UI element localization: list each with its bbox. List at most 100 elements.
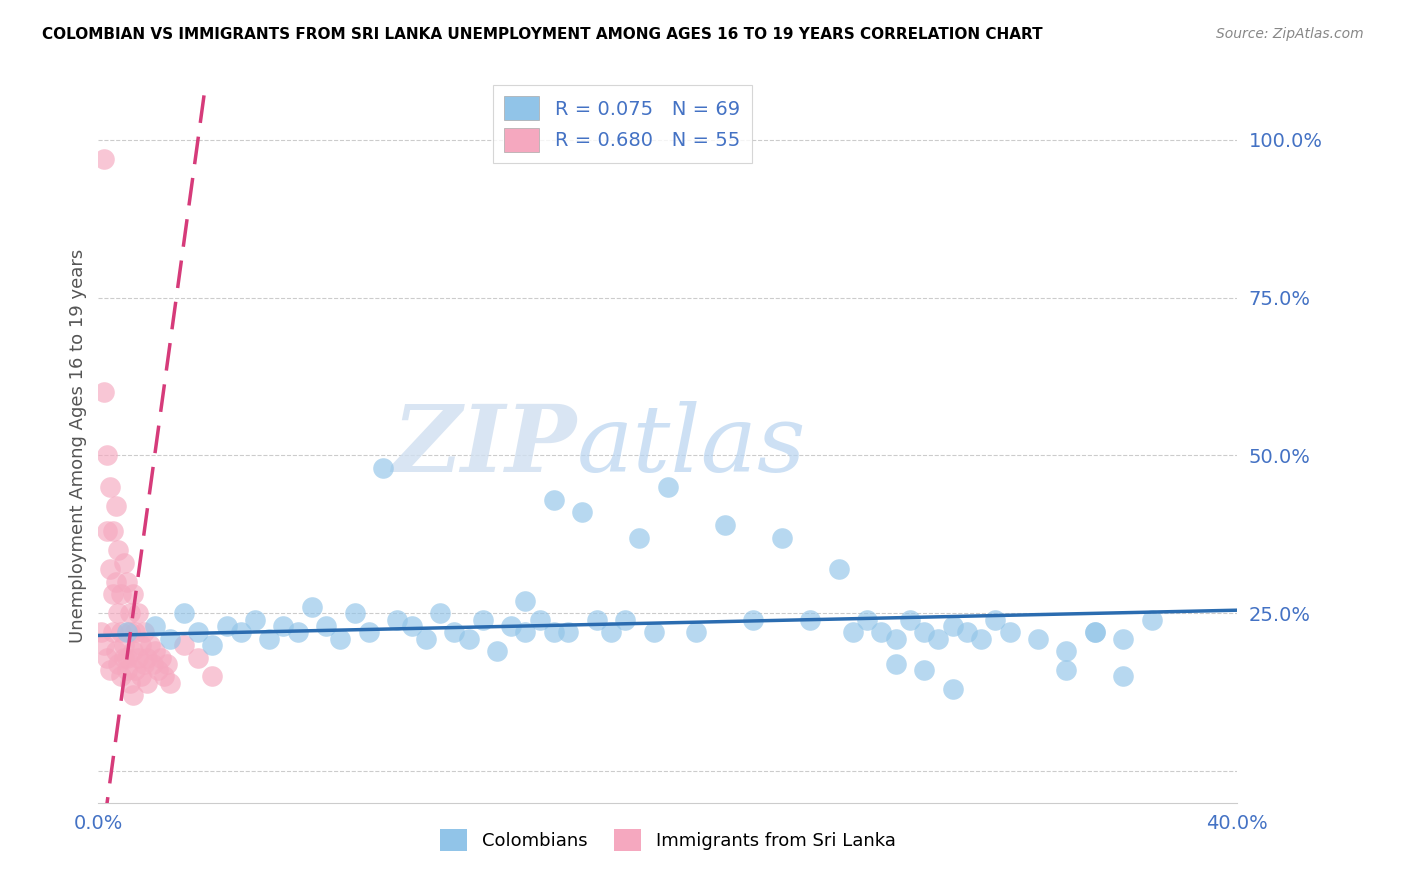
Point	[112, 638, 135, 652]
Point	[90, 625, 112, 640]
Point	[401, 619, 423, 633]
Point	[110, 587, 132, 601]
Point	[93, 638, 115, 652]
Point	[343, 607, 366, 621]
Point	[557, 625, 579, 640]
Point	[93, 152, 115, 166]
Point	[110, 625, 132, 640]
Point	[301, 600, 323, 615]
Point	[942, 682, 965, 697]
Point	[132, 625, 155, 640]
Point	[429, 607, 451, 621]
Point	[501, 619, 523, 633]
Point	[115, 574, 138, 589]
Point	[159, 675, 181, 690]
Point	[98, 480, 121, 494]
Point	[287, 625, 309, 640]
Point	[571, 505, 593, 519]
Point	[828, 562, 851, 576]
Point	[104, 499, 127, 513]
Point	[1056, 644, 1078, 658]
Legend: Colombians, Immigrants from Sri Lanka: Colombians, Immigrants from Sri Lanka	[433, 822, 903, 858]
Point	[898, 613, 921, 627]
Point	[243, 613, 266, 627]
Point	[585, 613, 607, 627]
Point	[329, 632, 352, 646]
Text: atlas: atlas	[576, 401, 806, 491]
Point	[884, 632, 907, 646]
Point	[124, 625, 146, 640]
Point	[1084, 625, 1107, 640]
Point	[112, 650, 135, 665]
Point	[118, 675, 141, 690]
Point	[1112, 669, 1135, 683]
Point	[1112, 632, 1135, 646]
Point	[471, 613, 494, 627]
Point	[998, 625, 1021, 640]
Point	[118, 625, 141, 640]
Point	[201, 669, 224, 683]
Point	[742, 613, 765, 627]
Point	[387, 613, 409, 627]
Point	[101, 587, 124, 601]
Point	[1084, 625, 1107, 640]
Point	[912, 663, 935, 677]
Point	[543, 625, 565, 640]
Point	[148, 663, 170, 677]
Point	[107, 543, 129, 558]
Point	[870, 625, 893, 640]
Point	[127, 607, 149, 621]
Point	[984, 613, 1007, 627]
Point	[770, 531, 793, 545]
Point	[201, 638, 224, 652]
Point	[96, 524, 118, 539]
Point	[93, 385, 115, 400]
Point	[912, 625, 935, 640]
Point	[121, 689, 143, 703]
Point	[107, 657, 129, 671]
Text: ZIP: ZIP	[392, 401, 576, 491]
Point	[96, 449, 118, 463]
Y-axis label: Unemployment Among Ages 16 to 19 years: Unemployment Among Ages 16 to 19 years	[69, 249, 87, 643]
Point	[357, 625, 380, 640]
Point	[529, 613, 551, 627]
Point	[159, 632, 181, 646]
Point	[115, 625, 138, 640]
Point	[145, 619, 167, 633]
Point	[614, 613, 637, 627]
Point	[96, 650, 118, 665]
Point	[657, 480, 679, 494]
Text: Source: ZipAtlas.com: Source: ZipAtlas.com	[1216, 27, 1364, 41]
Point	[115, 663, 138, 677]
Point	[443, 625, 465, 640]
Point	[956, 625, 979, 640]
Point	[150, 650, 173, 665]
Point	[1026, 632, 1049, 646]
Point	[799, 613, 821, 627]
Point	[101, 524, 124, 539]
Point	[215, 619, 238, 633]
Point	[273, 619, 295, 633]
Point	[98, 562, 121, 576]
Point	[98, 663, 121, 677]
Point	[118, 607, 141, 621]
Point	[229, 625, 252, 640]
Point	[135, 650, 157, 665]
Point	[121, 587, 143, 601]
Point	[153, 669, 176, 683]
Point	[842, 625, 865, 640]
Point	[486, 644, 509, 658]
Point	[927, 632, 949, 646]
Point	[685, 625, 707, 640]
Point	[110, 669, 132, 683]
Point	[970, 632, 993, 646]
Point	[173, 607, 195, 621]
Point	[187, 650, 209, 665]
Point	[259, 632, 281, 646]
Point	[129, 638, 152, 652]
Point	[132, 657, 155, 671]
Point	[135, 675, 157, 690]
Point	[101, 625, 124, 640]
Point	[600, 625, 623, 640]
Point	[112, 556, 135, 570]
